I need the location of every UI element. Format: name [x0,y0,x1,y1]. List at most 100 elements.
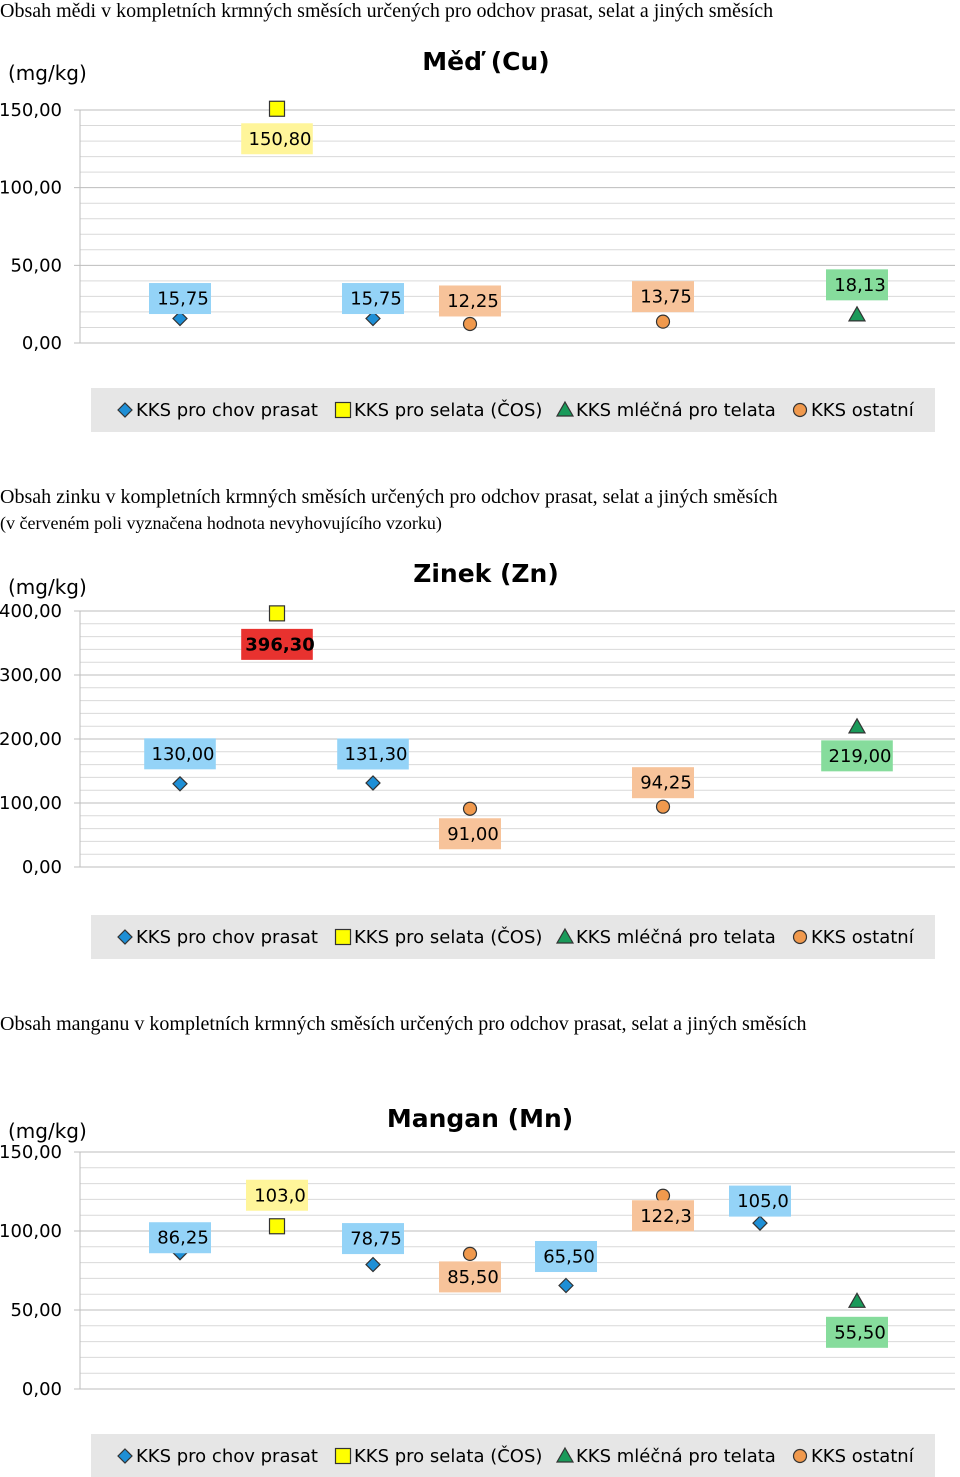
data-label-box [821,740,893,772]
legend-marker-other [792,402,808,418]
data-label: 85,50 [447,1267,499,1288]
legend-label-pig: KKS pro chov prasat [136,1446,318,1467]
legend-label-pig: KKS pro chov prasat [136,927,318,948]
data-label: 12,25 [447,291,499,312]
data-label: 219,00 [829,746,892,767]
data-point-pig [752,1215,768,1231]
data-label-box [149,1222,211,1254]
y-axis-unit: (mg/kg) [8,1119,87,1143]
chart-zinc: Zinek (Zn) (mg/kg) 0,00 100,00 200,00 300,00 4… [0,559,955,959]
legend-label-piglet: KKS pro selata (ČOS) [354,399,542,421]
legend-label-piglet: KKS pro selata (ČOS) [354,926,542,948]
legend-marker-calf [555,1446,575,1463]
data-point-pig [558,1277,574,1294]
chart-manganese: Mangan (Mn) (mg/kg) 0,00 50,00 100,00 150,00 8… [0,1104,955,1477]
y-tick-label: 100,00 [0,1221,62,1242]
y-axis-unit: (mg/kg) [8,575,87,599]
data-point-pig [365,1256,381,1273]
y-tick-label: 300,00 [0,665,62,686]
legend-marker-piglet [334,1447,352,1465]
data-label-box [632,767,694,799]
y-tick-label: 150,00 [0,100,62,121]
legend-marker-calf [555,927,575,944]
legend-label-calf: KKS mléčná pro telata [576,1446,776,1467]
data-label-box [241,628,313,660]
data-label-box [826,269,888,301]
chart-title: Zinek (Zn) [413,559,559,588]
legend-marker-other [792,929,808,945]
data-label-box [632,1200,694,1232]
data-label: 91,00 [447,824,499,845]
data-label-box [337,738,409,770]
data-label: 18,13 [834,275,886,296]
data-label-box [144,738,216,770]
data-label: 15,75 [350,289,402,310]
data-label: 94,25 [640,773,692,794]
caption-copper: Obsah mědi v kompletních krmných směsích… [0,0,774,22]
legend-label-piglet: KKS pro selata (ČOS) [354,1445,542,1467]
data-point-pig [365,310,381,327]
data-label-box [241,123,313,155]
data-label-box [826,1316,888,1348]
data-label-box [342,1223,404,1255]
chart-title: Mangan (Mn) [387,1104,573,1133]
legend-label-calf: KKS mléčná pro telata [576,400,776,421]
y-tick-label: 50,00 [10,1300,62,1321]
data-point-calf [847,1292,867,1308]
legend-marker-pig [117,929,133,945]
caption-zinc: Obsah zinku v kompletních krmných směsíc… [0,486,778,508]
data-label: 15,75 [157,289,209,310]
legend-marker-piglet [334,401,352,419]
data-label: 65,50 [543,1247,595,1268]
legend-label-calf: KKS mléčná pro telata [576,927,776,948]
data-label: 105,0 [737,1191,789,1212]
data-label-box [535,1241,597,1273]
legend-label-other: KKS ostatní [811,1446,915,1467]
legend-label-other: KKS ostatní [811,927,915,948]
y-tick-label: 100,00 [0,178,62,199]
data-label: 78,75 [350,1229,402,1250]
y-tick-label: 0,00 [22,1379,62,1400]
data-point-pig [172,310,188,327]
data-label-box [729,1185,791,1217]
y-tick-label: 0,00 [22,857,62,878]
y-tick-label: 200,00 [0,729,62,750]
y-tick-label: 0,00 [22,333,62,354]
data-point-other [462,1246,478,1262]
data-point-piglet [268,100,286,117]
caption-manganese: Obsah manganu v kompletních krmných směs… [0,1013,807,1035]
y-tick-label: 100,00 [0,793,62,814]
y-tick-label: 50,00 [10,255,62,276]
data-point-calf [847,717,867,734]
data-label: 150,80 [249,129,312,150]
data-label: 131,30 [345,744,408,765]
legend-marker-other [792,1448,808,1464]
data-label-box [149,283,211,315]
y-tick-label: 150,00 [0,1142,62,1163]
legend-marker-piglet [334,928,352,946]
legend-marker-pig [117,1448,133,1464]
legend-marker-pig [117,402,133,418]
caption-zinc-note: (v červeném poli vyznačena hodnota nevyh… [0,513,442,533]
data-point-other [655,314,671,329]
data-label: 396,30 [245,634,314,655]
data-label: 13,75 [640,287,692,308]
data-label: 122,3 [640,1206,692,1227]
data-point-calf [847,305,867,322]
data-label-box [632,281,694,313]
y-tick-label: 400,00 [0,601,62,622]
data-point-other [462,316,478,332]
data-label-box [439,285,501,317]
legend-label-pig: KKS pro chov prasat [136,400,318,421]
data-label-box [439,818,501,850]
chart-title: Měď (Cu) [422,47,549,76]
data-point-pig [172,775,188,792]
data-point-piglet [268,605,286,622]
data-point-other [655,799,671,814]
data-label-box [439,1261,501,1293]
data-label: 103,0 [254,1185,306,1206]
data-label: 130,00 [152,744,215,765]
y-axis-unit: (mg/kg) [8,61,87,85]
data-label-box [246,1179,308,1211]
data-point-other [462,801,478,816]
